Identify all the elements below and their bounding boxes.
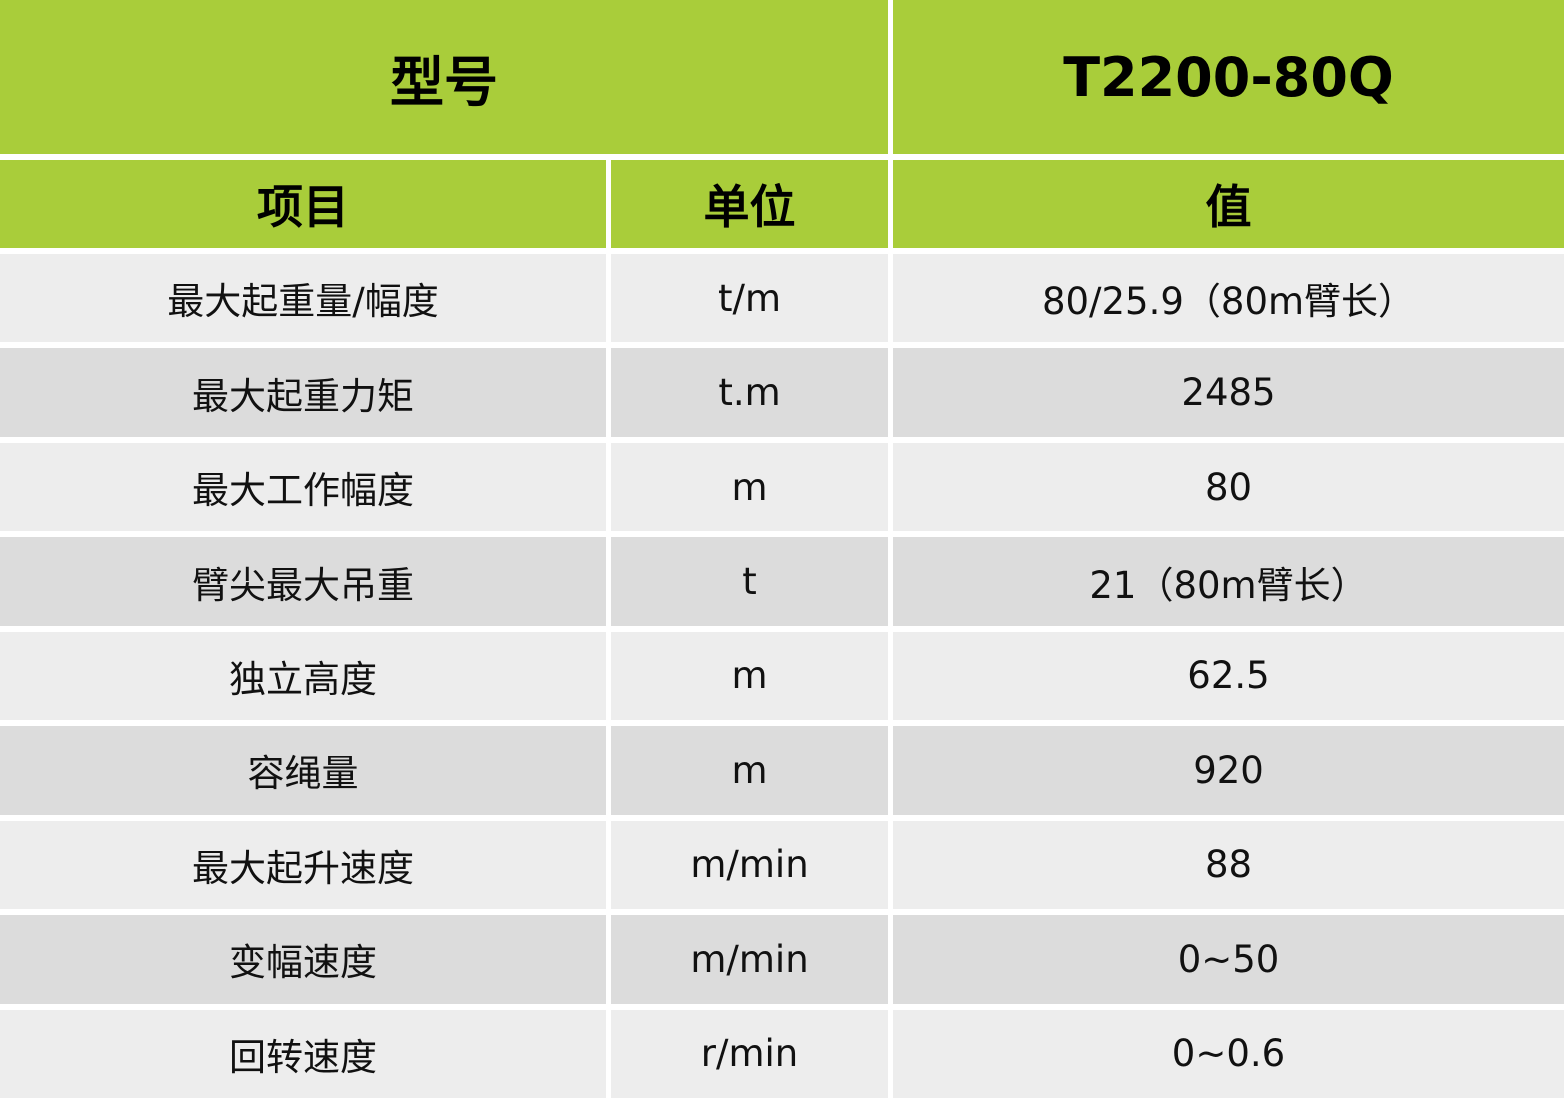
table-cell-item: 独立高度 bbox=[0, 631, 606, 721]
table-cell-item: 最大起升速度 bbox=[0, 820, 606, 910]
table-cell-item: 变幅速度 bbox=[0, 915, 606, 1004]
table-cell-unit: t bbox=[611, 537, 888, 626]
table-cell-item: 臂尖最大吊重 bbox=[0, 537, 606, 626]
table-cell-value: 80/25.9（80m臂长） bbox=[893, 254, 1564, 343]
table-cell-unit: m bbox=[611, 442, 888, 532]
table-cell-unit: r/min bbox=[611, 1009, 888, 1098]
table-cell-item: 最大起重力矩 bbox=[0, 348, 606, 437]
table-cell-value: 0~50 bbox=[893, 915, 1564, 1004]
table-cell-value: 21（80m臂长） bbox=[893, 537, 1564, 626]
table-cell-value: 62.5 bbox=[893, 631, 1564, 721]
table-cell-unit: t/m bbox=[611, 254, 888, 343]
table-cell-unit: m/min bbox=[611, 820, 888, 910]
table-cell-value: 0~0.6 bbox=[893, 1009, 1564, 1098]
column-header-value: 值 bbox=[893, 160, 1564, 248]
table-cell-value: 920 bbox=[893, 726, 1564, 815]
column-header-unit: 单位 bbox=[611, 160, 888, 248]
table-cell-item: 最大起重量/幅度 bbox=[0, 254, 606, 343]
table-cell-item: 回转速度 bbox=[0, 1009, 606, 1098]
table-cell-unit: t.m bbox=[611, 348, 888, 437]
table-cell-value: 80 bbox=[893, 442, 1564, 532]
table-cell-unit: m bbox=[611, 726, 888, 815]
table-cell-item: 最大工作幅度 bbox=[0, 442, 606, 532]
model-value: T2200-80Q bbox=[893, 0, 1564, 154]
table-cell-value: 2485 bbox=[893, 348, 1564, 437]
table-cell-item: 容绳量 bbox=[0, 726, 606, 815]
table-cell-unit: m bbox=[611, 631, 888, 721]
table-cell-value: 88 bbox=[893, 820, 1564, 910]
table-cell-unit: m/min bbox=[611, 915, 888, 1004]
column-header-item: 项目 bbox=[0, 160, 606, 248]
model-label: 型号 bbox=[0, 0, 888, 154]
